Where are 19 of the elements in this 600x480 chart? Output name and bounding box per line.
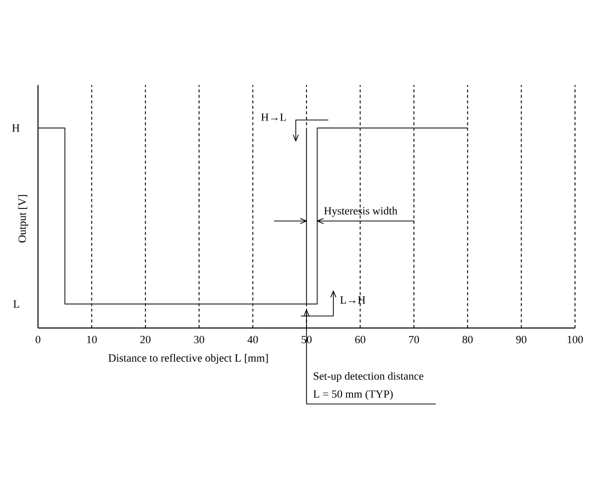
annotation: Hysteresis width (324, 206, 398, 217)
x-tick-label: 90 (516, 336, 526, 344)
text: Set-up detection distance (314, 372, 424, 382)
text: H (12, 124, 20, 132)
x-tick-label: 40 (248, 336, 258, 344)
y-axis-title: Output [V] (18, 195, 28, 242)
annotation: L→H (340, 296, 366, 304)
x-tick-label: 60 (355, 336, 366, 344)
x-tick-label: 10 (87, 336, 97, 344)
x-tick-label: 30 (194, 336, 204, 344)
x-axis-title: Distance to reflective object L [mm] (108, 354, 268, 364)
text: H→L (261, 114, 286, 121)
x-tick-label: 100 (568, 336, 583, 344)
x-tick-label: 0 (36, 336, 40, 344)
text: L (13, 300, 20, 308)
text: L = 50 mm (TYP) (313, 390, 393, 400)
x-tick-label: 80 (462, 336, 473, 344)
x-tick-label: 20 (140, 336, 150, 344)
x-tick-label: 70 (409, 336, 419, 344)
